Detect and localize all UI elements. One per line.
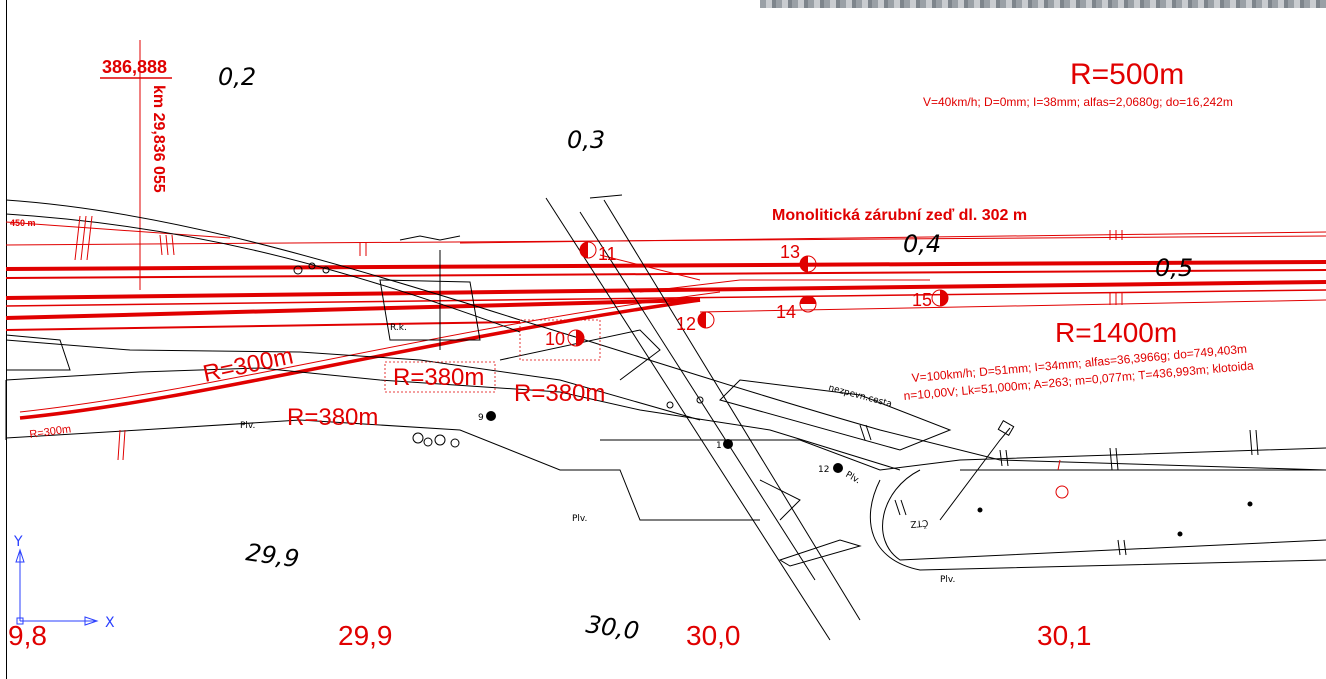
black-ticks (859, 424, 1259, 556)
ctz-label: ČTZ (910, 517, 929, 531)
track-ticks (74, 215, 1123, 471)
curve-r380-label-a: R=380m (393, 364, 484, 391)
switch-markers: 11 13 14 15 12 10 9 1 (478, 241, 949, 475)
plv-label-1: Plv. (240, 421, 255, 431)
km-marker-0-4: 0,4 (903, 230, 941, 258)
km-marker-red-29-9: 29,9 (338, 620, 393, 651)
curve-r1400-radius: R=1400m (1055, 317, 1177, 348)
map-symbols (293, 262, 1253, 537)
ucs-axis-icon: X Y (13, 534, 115, 631)
switch-15[interactable]: 15 (912, 289, 949, 310)
switch-13-label: 13 (780, 242, 800, 262)
km-marker-0-3: 0,3 (567, 126, 605, 154)
switch-12b[interactable]: 12 (818, 463, 843, 475)
curve-r500-radius: R=500m (1070, 58, 1184, 91)
km-label: km 29,836 055 (150, 85, 167, 193)
plv-label-4: Plv. (940, 575, 955, 585)
chainage-value: 386,888 (102, 57, 167, 77)
switch-15-label: 15 (912, 290, 932, 310)
switch-10-label: 10 (545, 329, 565, 349)
km-marker-0-2: 0,2 (218, 63, 256, 91)
plv-label-3: Plv. (844, 470, 862, 486)
switch-11[interactable]: 11 (579, 241, 617, 264)
curve-r500-params: V=40km/h; D=0mm; I=38mm; alfas=2,0680g; … (923, 95, 1233, 109)
curve-r1400-annotation: R=1400m V=100km/h; D=51mm; I=34mm; alfas… (903, 317, 1254, 403)
km-marker-red-30-1: 30,1 (1037, 620, 1092, 651)
curve-r300-small-label: R=300m (29, 423, 72, 441)
switch-9[interactable]: 9 (478, 411, 496, 423)
switch-14-label: 14 (776, 302, 796, 322)
topography-lines (5, 194, 1326, 641)
km-marker-black-30-0: 30,0 (584, 610, 641, 645)
switch-1-label: 1 (716, 441, 722, 451)
chainage-reference: 386,888 km 29,836 055 (100, 40, 172, 290)
track-bundle-red (5, 221, 1326, 420)
km-marker-0-5: 0,5 (1155, 254, 1193, 282)
switch-12-label: 12 (676, 314, 696, 334)
km-marker-black-29-9: 29,9 (244, 538, 301, 573)
axis-y-label: Y (13, 534, 23, 550)
aerial-photo-strip (760, 0, 1326, 8)
km-markers-top: 0,2 0,3 0,4 0,5 (218, 63, 1193, 282)
km-markers-bottom: 9,8 29,9 30,0 30,1 29,9 30,0 (8, 538, 1092, 651)
switch-10[interactable]: 10 (545, 329, 585, 349)
curve-r380-label-b: R=380m (514, 380, 605, 407)
curve-r500-annotation: R=500m V=40km/h; D=0mm; I=38mm; alfas=2,… (923, 58, 1233, 109)
switch-12[interactable]: 12 (676, 311, 715, 334)
switch-14[interactable]: 14 (776, 295, 817, 322)
switch-13[interactable]: 13 (780, 242, 817, 273)
rk-label: R.k. (390, 323, 407, 333)
switch-11-label: 11 (598, 244, 617, 264)
selection-boxes (384, 319, 601, 393)
road-label: nezpevn.cesta (827, 383, 893, 410)
canvas-border (6, 0, 7, 679)
switch-9-label: 9 (478, 413, 484, 423)
axis-x-label: X (105, 615, 115, 631)
curve-r450-small-label: 450 m (10, 218, 36, 228)
km-marker-red-30-0: 30,0 (686, 620, 741, 651)
plv-label-2: Plv. (572, 514, 587, 524)
retaining-wall-label: Monolitická zárubní zeď dl. 302 m (772, 207, 1027, 224)
switch-1[interactable]: 1 (716, 439, 733, 451)
km-marker-red-9-8: 9,8 (8, 620, 47, 651)
curve-r380-label-c: R=380m (287, 404, 378, 431)
switch-12b-label: 12 (818, 465, 829, 475)
